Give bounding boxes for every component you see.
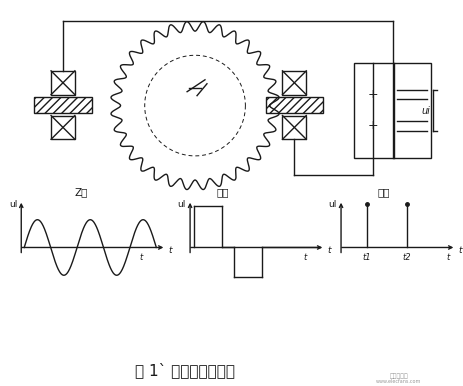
Text: 图 1` 扭振测量原理图: 图 1` 扭振测量原理图 bbox=[135, 362, 235, 378]
Text: +: + bbox=[367, 88, 378, 101]
Text: 触发: 触发 bbox=[376, 187, 389, 197]
Text: www.elecfans.com: www.elecfans.com bbox=[375, 379, 420, 384]
Bar bbox=[51, 71, 75, 95]
Bar bbox=[34, 97, 92, 113]
Text: t1: t1 bbox=[362, 253, 370, 262]
Text: t: t bbox=[303, 253, 306, 262]
Text: t: t bbox=[457, 246, 461, 255]
Text: ul: ul bbox=[9, 200, 17, 209]
Text: ul: ul bbox=[177, 200, 186, 209]
Bar bbox=[51, 115, 75, 139]
Bar bbox=[353, 63, 431, 158]
Bar bbox=[282, 115, 306, 139]
Text: 整形: 整形 bbox=[216, 187, 228, 197]
Text: ui: ui bbox=[420, 105, 429, 115]
Bar bbox=[265, 97, 322, 113]
Text: 电子发烧友: 电子发烧友 bbox=[388, 374, 407, 379]
Text: t: t bbox=[168, 246, 171, 255]
Bar bbox=[282, 71, 306, 95]
Text: t: t bbox=[326, 246, 330, 255]
Text: t: t bbox=[446, 253, 449, 262]
Text: ul: ul bbox=[328, 200, 336, 209]
Text: t2: t2 bbox=[401, 253, 410, 262]
Text: +: + bbox=[367, 119, 378, 132]
Text: t: t bbox=[139, 253, 143, 262]
Text: Z齿: Z齿 bbox=[74, 187, 88, 197]
